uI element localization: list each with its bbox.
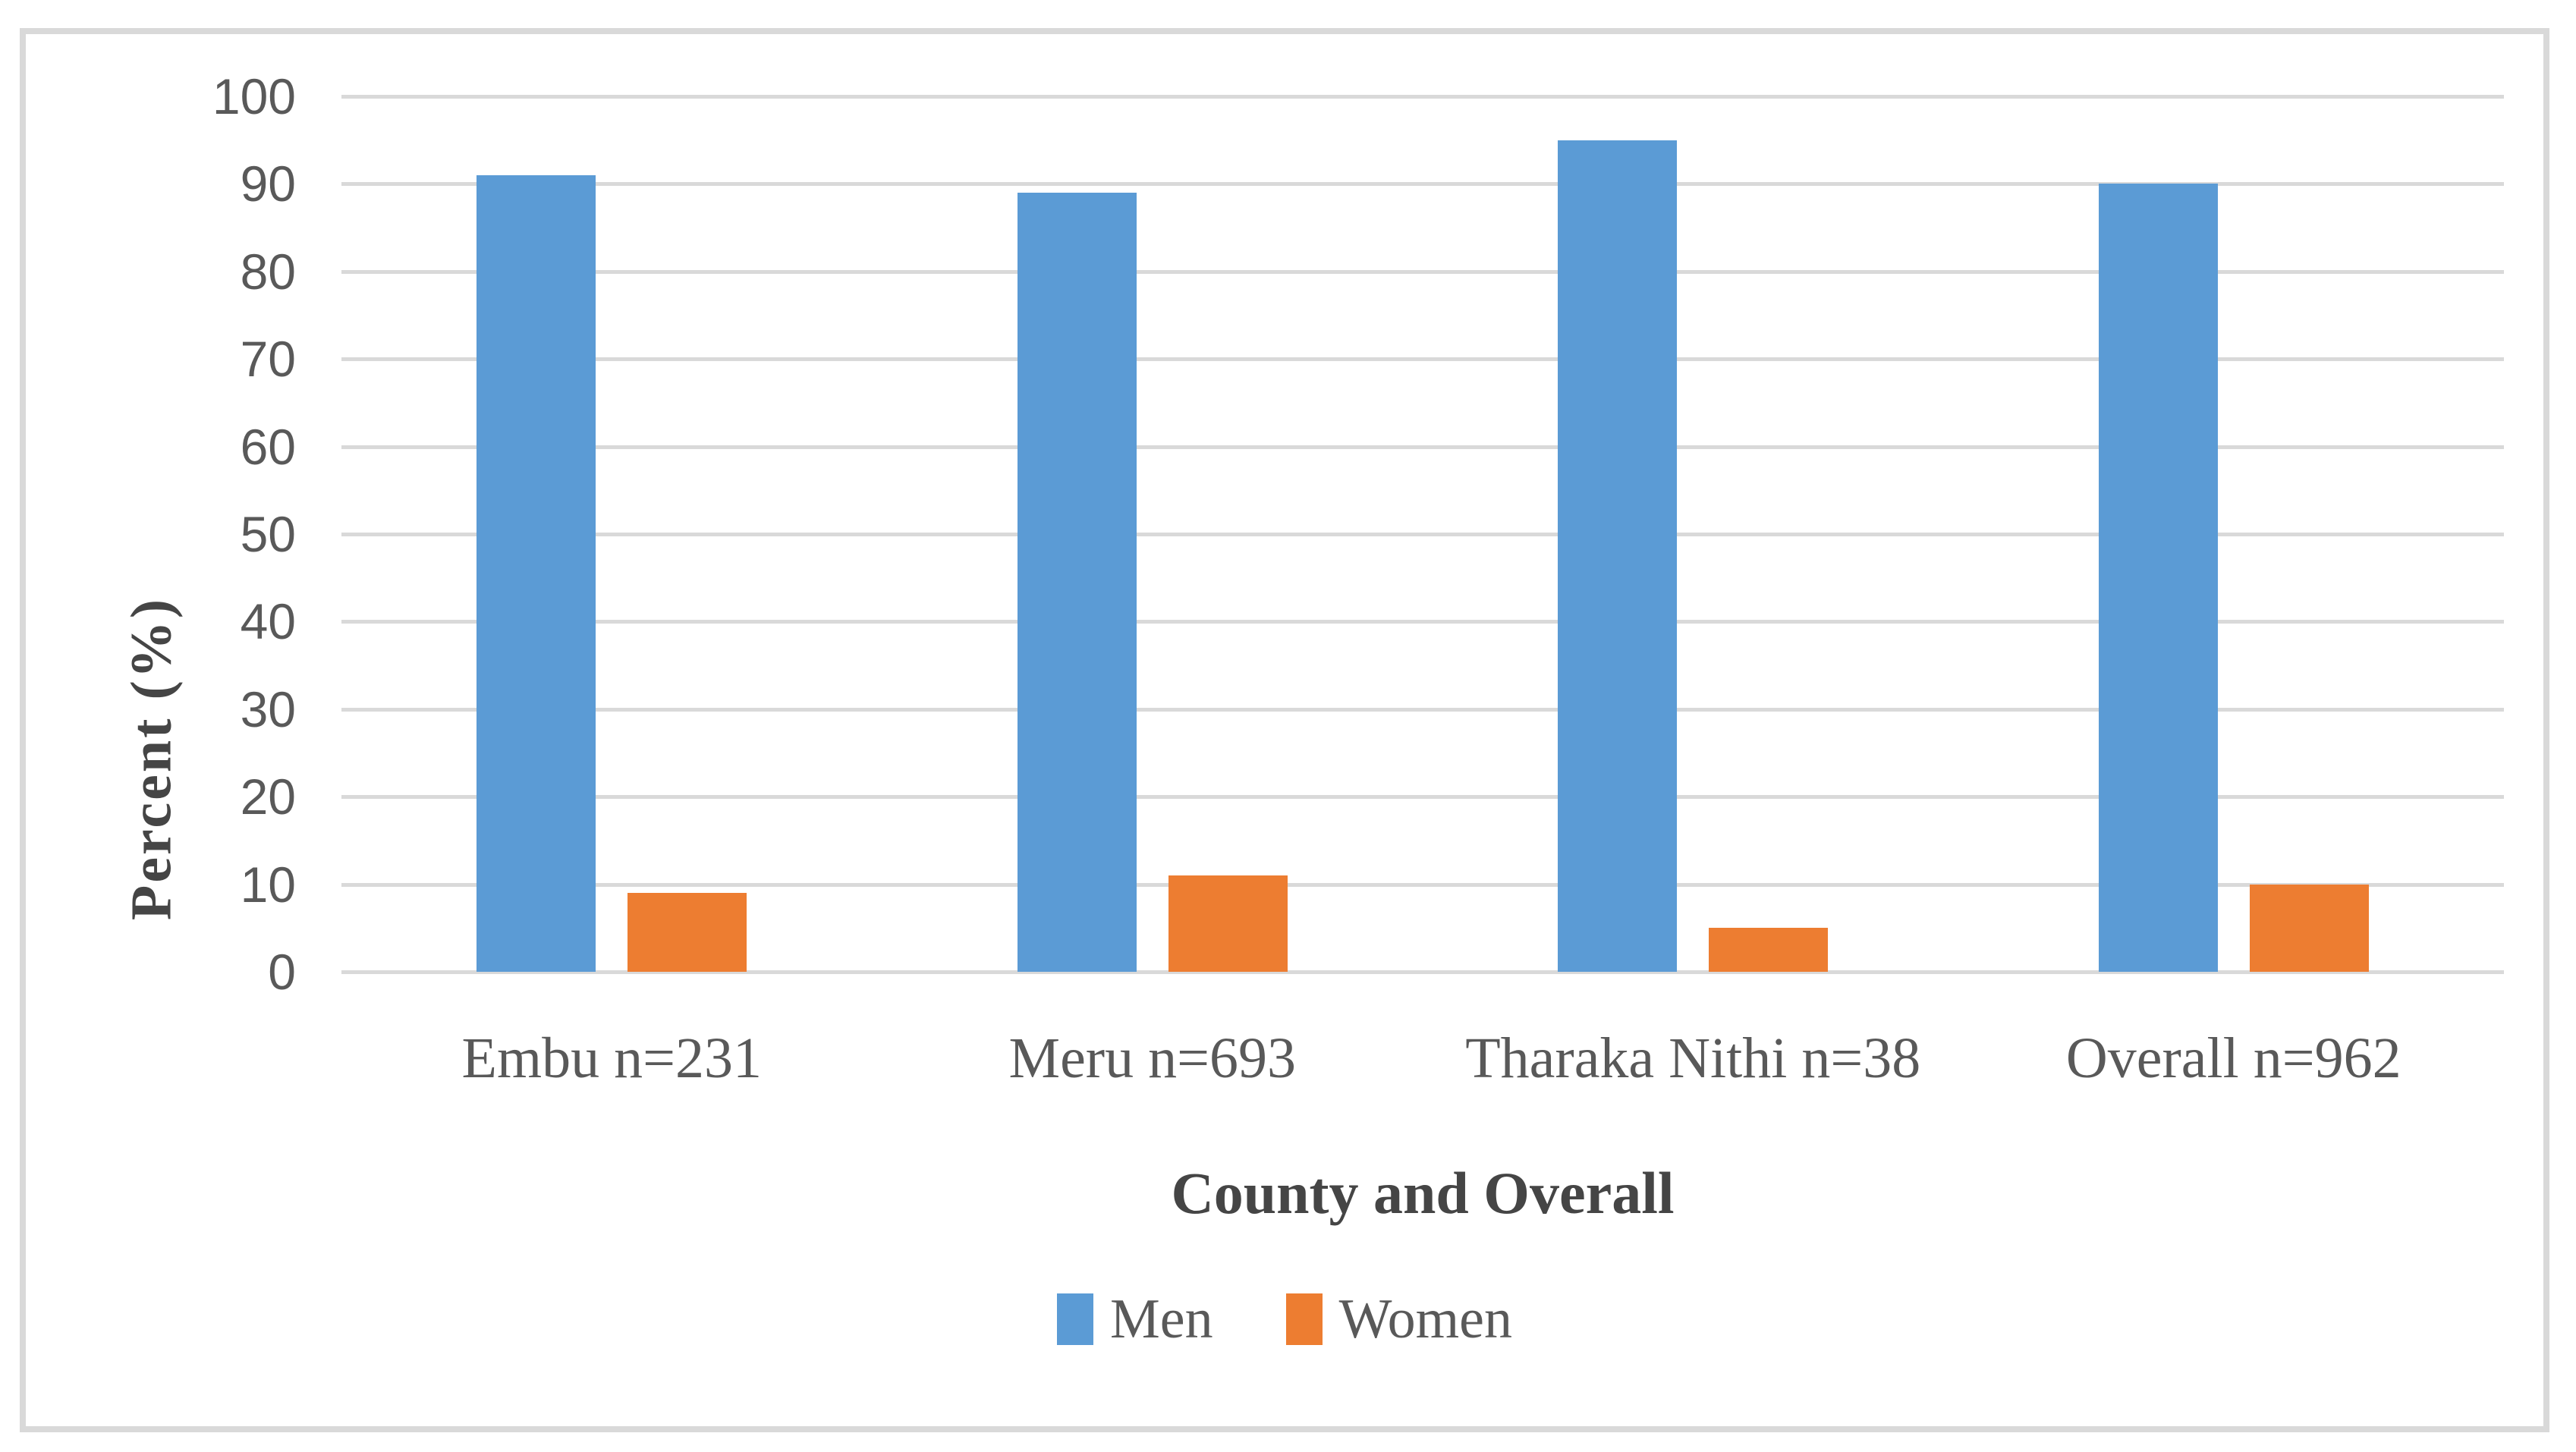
- legend-label: Women: [1338, 1288, 1512, 1350]
- plot-area: [341, 95, 2504, 974]
- y-tick-label: 30: [240, 680, 296, 737]
- gridline: [341, 620, 2504, 624]
- gridline: [341, 357, 2504, 362]
- gridline: [341, 970, 2504, 974]
- bar-women-2: [1168, 875, 1288, 972]
- bar-men-1: [477, 174, 596, 972]
- gridline: [341, 269, 2504, 274]
- gridline: [341, 445, 2504, 449]
- legend-item-men: Men: [1057, 1291, 1213, 1347]
- y-tick-label: 40: [240, 593, 296, 650]
- y-tick-label: 20: [240, 768, 296, 825]
- bar-men-2: [1017, 192, 1137, 972]
- gridline: [341, 707, 2504, 712]
- y-tick-label: 80: [240, 243, 296, 300]
- x-category-label: Overall n=962: [2065, 1026, 2401, 1090]
- bar-women-4: [2249, 884, 2369, 972]
- bar-men-3: [1558, 140, 1678, 972]
- y-tick-label: 0: [268, 944, 296, 1000]
- gridline: [341, 795, 2504, 800]
- y-tick-label: 50: [240, 506, 296, 562]
- x-axis-title: County and Overall: [1171, 1160, 1675, 1226]
- gridline: [341, 882, 2504, 887]
- x-category-label: Meru n=693: [1008, 1026, 1296, 1090]
- gridline: [341, 533, 2504, 536]
- gridline: [341, 95, 2504, 99]
- legend-item-women: Women: [1285, 1288, 1512, 1350]
- x-category-label: Embu n=231: [461, 1026, 762, 1090]
- legend-swatch-men: [1057, 1293, 1093, 1345]
- bar-women-1: [627, 893, 747, 972]
- legend-label: Men: [1110, 1288, 1213, 1350]
- y-tick-label: 60: [240, 418, 296, 475]
- y-tick-label: 100: [212, 68, 296, 124]
- y-tick-label: 70: [240, 331, 296, 388]
- chart-legend: Men Women: [20, 1291, 2549, 1347]
- x-category-label: Tharaka Nithi n=38: [1465, 1026, 1921, 1090]
- gridline: [341, 182, 2504, 187]
- y-tick-label: 10: [240, 856, 296, 913]
- bar-men-4: [2098, 184, 2218, 972]
- legend-swatch-women: [1285, 1293, 1323, 1345]
- bar-women-3: [1709, 928, 1829, 972]
- y-tick-label: 90: [240, 156, 296, 212]
